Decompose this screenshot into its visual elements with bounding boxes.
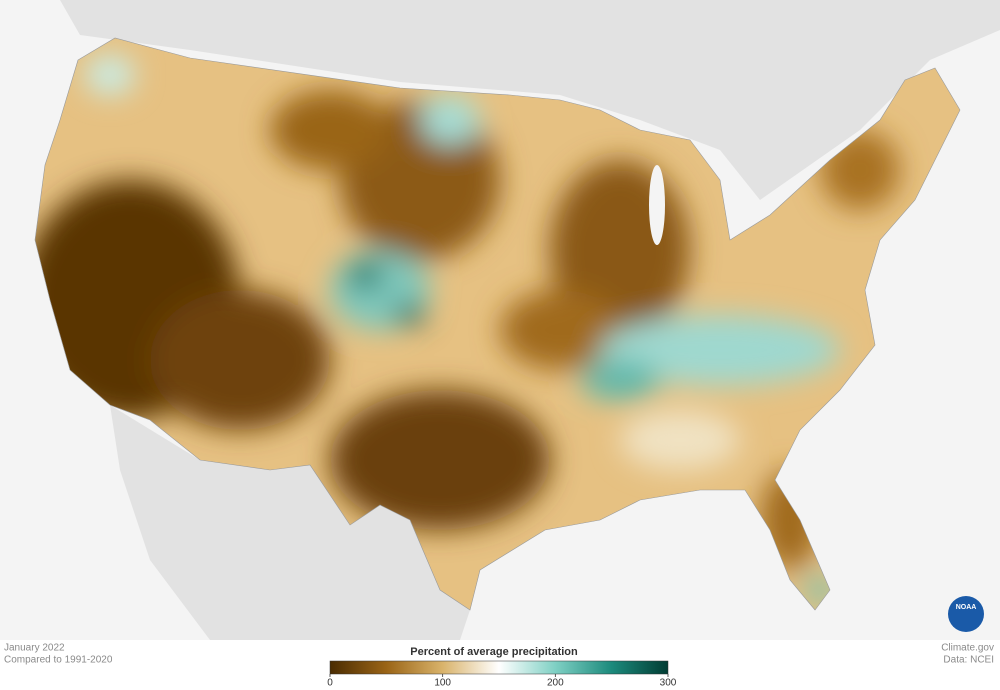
credit-site: Climate.gov <box>941 643 994 654</box>
logo-text: NOAA <box>956 604 977 611</box>
logo-circle <box>948 596 984 632</box>
precip-field <box>35 38 960 610</box>
noaa-logo: NOAA <box>948 596 984 632</box>
legend-tick-label: 0 <box>327 678 333 689</box>
legend-tick-label: 200 <box>547 678 564 689</box>
legend-tick-label: 300 <box>660 678 677 689</box>
caption-date: January 2022 <box>4 643 65 654</box>
legend-title: Percent of average precipitation <box>410 646 578 658</box>
canada <box>60 0 1000 200</box>
caption-baseline: Compared to 1991-2020 <box>4 655 113 666</box>
mexico <box>110 405 470 640</box>
credit-source: Data: NCEI <box>943 655 994 666</box>
colorbar <box>329 660 669 675</box>
lake-michigan <box>649 165 665 245</box>
legend-tick-label: 100 <box>434 678 451 689</box>
